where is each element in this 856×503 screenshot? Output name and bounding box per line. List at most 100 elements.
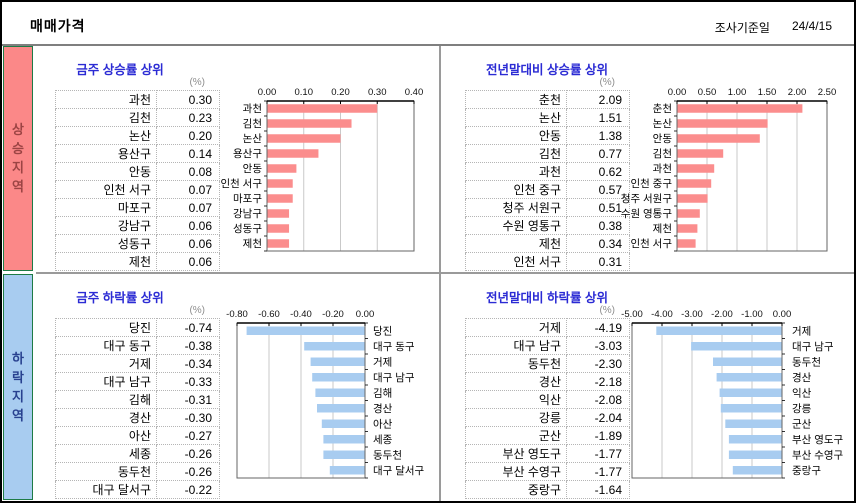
table-row: 청주 서원구 0.51: [465, 198, 630, 217]
region-cell: 군산: [465, 426, 567, 445]
region-cell: 대구 동구: [55, 336, 157, 355]
axis-tick-label: -0.40: [290, 309, 312, 320]
value-cell: 0.31: [566, 252, 630, 271]
axis-tick-label: 0.00: [668, 87, 687, 98]
axis-tick-label: 0.00: [356, 309, 375, 320]
axis-tick-label: -5.00: [621, 309, 643, 320]
value-cell: -0.22: [156, 480, 220, 499]
table-row: 경산 -0.30: [55, 408, 220, 427]
region-cell: 익산: [465, 390, 567, 409]
region-cell: 아산: [55, 426, 157, 445]
region-cell: 제천: [55, 252, 157, 271]
bar: [310, 357, 365, 366]
category-label: 강남구: [233, 208, 262, 220]
region-cell: 대구 달서구: [55, 480, 157, 499]
bar-chart: -5.00 -4.00 -3.00 -2.00 -1.00 0.00 거제 대구 남구 동두천 경…: [618, 304, 854, 484]
region-cell: 동두천: [55, 462, 157, 481]
table-row: 수원 영통구 0.38: [465, 216, 630, 235]
bar: [304, 342, 365, 351]
table-row: 김천 0.77: [465, 144, 630, 163]
panel-title: 금주 하락률 상위: [76, 291, 164, 305]
panel-ytd-rise: 전년말대비 상승률 상위 (%) 춘천 2.09 논산 1.51 안동 1.38 김천 0.7…: [441, 46, 854, 272]
axis-tick-label: 0.10: [295, 87, 314, 98]
header-divider: [2, 44, 854, 46]
bar: [267, 194, 293, 203]
bar: [267, 224, 290, 233]
region-cell: 부산 수영구: [465, 462, 567, 481]
table-row: 김해 -0.31: [55, 390, 220, 409]
value-cell: 1.51: [566, 108, 630, 127]
panel-week-fall: 금주 하락률 상위 (%) 당진 -0.74 대구 동구 -0.38 거제 -0.34 대구…: [36, 274, 439, 501]
value-cell: -0.26: [156, 444, 220, 463]
category-label: 군산: [792, 418, 812, 430]
bar-chart: -0.80 -0.60 -0.40 -0.20 0.00 당진 대구 동구 거제 대구 남구 김해…: [225, 304, 439, 484]
axis-tick-label: -1.00: [741, 309, 763, 320]
table-row: 거제 -0.34: [55, 354, 220, 373]
category-label: 동두천: [373, 449, 402, 461]
table-row: 강릉 -2.04: [465, 408, 630, 427]
axis-tick-label: -3.00: [681, 309, 703, 320]
value-cell: -0.30: [156, 408, 220, 427]
bar: [267, 149, 319, 158]
region-cell: 김천: [465, 144, 567, 163]
category-label: 안동: [243, 163, 263, 175]
bar: [267, 209, 290, 218]
table-row: 논산 1.51: [465, 108, 630, 127]
table-row: 용산구 0.14: [55, 144, 220, 163]
value-cell: -0.31: [156, 390, 220, 409]
panel-title: 전년말대비 하락률 상위: [486, 291, 608, 305]
value-cell: 0.06: [156, 234, 220, 253]
table-row: 아산 -0.27: [55, 426, 220, 445]
table-row: 대구 동구 -0.38: [55, 336, 220, 355]
sidebar-label-char: 역: [12, 407, 24, 423]
value-cell: 0.08: [156, 162, 220, 181]
bar: [677, 104, 803, 113]
page-title: 매매가격: [30, 18, 86, 34]
category-label: 김해: [373, 386, 392, 399]
table-row: 군산 -1.89: [465, 426, 630, 445]
axis-tick-label: -0.60: [258, 309, 280, 320]
value-cell: 0.07: [156, 198, 220, 217]
category-label: 익산: [792, 387, 812, 399]
region-cell: 과천: [465, 162, 567, 181]
value-cell: 0.20: [156, 126, 220, 145]
region-cell: 과천: [55, 90, 157, 109]
axis-tick-label: -0.20: [322, 309, 344, 320]
axis-tick-label: 1.00: [728, 87, 747, 98]
bar: [728, 450, 782, 459]
table-row: 안동 1.38: [465, 126, 630, 145]
region-cell: 세종: [55, 444, 157, 463]
category-label: 부산 수영구: [792, 449, 844, 461]
region-cell: 부산 영도구: [465, 444, 567, 463]
table-row: 대구 남구 -0.33: [55, 372, 220, 391]
category-label: 대구 동구: [373, 341, 415, 353]
panel-title: 전년말대비 상승률 상위: [486, 63, 608, 77]
category-label: 대구 남구: [792, 341, 834, 353]
region-cell: 제천: [465, 234, 567, 253]
region-cell: 용산구: [55, 144, 157, 163]
unit-label: (%): [599, 77, 615, 88]
region-cell: 중랑구: [465, 480, 567, 499]
category-label: 마포구: [233, 193, 262, 205]
sidebar-label-char: 역: [12, 179, 24, 194]
sidebar-label-char: 승: [12, 141, 24, 156]
bar: [677, 134, 760, 143]
axis-tick-label: 0.00: [258, 87, 277, 98]
category-label: 김천: [243, 118, 262, 130]
table-row: 인천 서구 0.31: [465, 252, 630, 271]
region-cell: 마포구: [55, 198, 157, 217]
category-label: 세종: [373, 434, 393, 446]
bar: [267, 134, 341, 143]
table-row: 인천 서구 0.07: [55, 180, 220, 199]
bar: [323, 435, 365, 444]
bar: [323, 450, 365, 459]
region-cell: 안동: [465, 126, 567, 145]
rank-table: 거제 -4.19 대구 남구 -3.03 동두천 -2.30 경산 -2.18 익산 -2.08 강…: [465, 318, 630, 499]
axis-tick-label: -0.80: [226, 309, 248, 320]
table-row: 강남구 0.06: [55, 216, 220, 235]
bar: [677, 209, 700, 218]
sidebar-label-char: 하: [12, 350, 24, 366]
bar: [246, 326, 365, 335]
